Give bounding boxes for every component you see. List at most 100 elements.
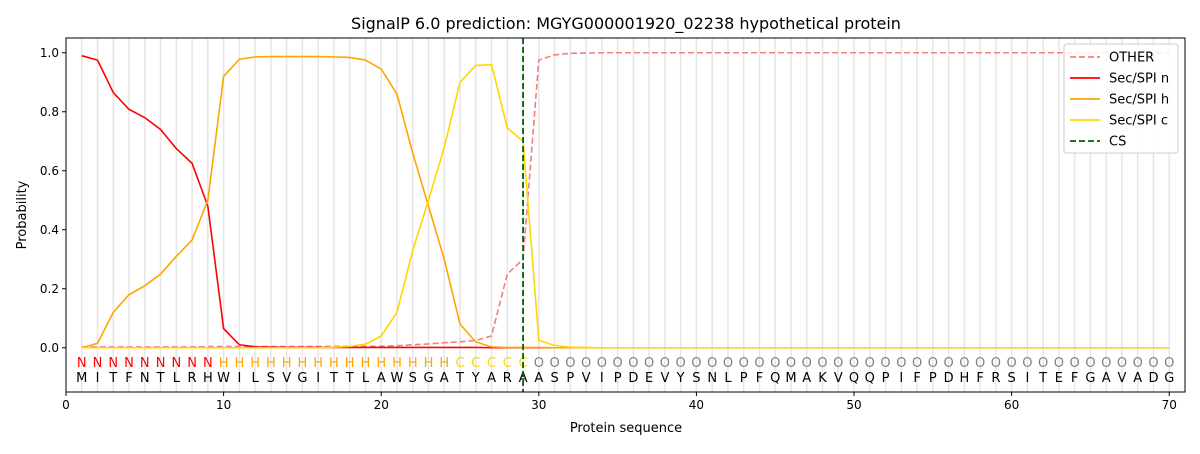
- residue-label: F: [125, 371, 132, 386]
- region-label: N: [124, 356, 134, 371]
- x-tick-label: 50: [846, 398, 861, 412]
- residue-label: W: [391, 371, 404, 386]
- residue-label: N: [707, 371, 717, 386]
- residue-label: S: [409, 371, 417, 386]
- grid-lines: [81, 38, 1170, 392]
- region-label: O: [723, 356, 733, 371]
- legend: OTHER Sec/SPI n Sec/SPI h Sec/SPI c CS: [1063, 43, 1179, 154]
- region-label: O: [912, 356, 922, 371]
- region-label: O: [581, 356, 591, 371]
- residue-label: T: [329, 371, 338, 386]
- region-label: O: [880, 356, 890, 371]
- region-label: H: [282, 356, 292, 371]
- region-label: N: [77, 356, 87, 371]
- residue-label: V: [660, 371, 669, 386]
- x-tick-label: 0: [62, 398, 70, 412]
- region-label: O: [660, 356, 670, 371]
- region-label: O: [896, 356, 906, 371]
- region-label: O: [1117, 356, 1127, 371]
- region-label: O: [770, 356, 780, 371]
- residue-label: T: [1038, 371, 1047, 386]
- region-label: H: [392, 356, 402, 371]
- y-tick-label: 0.8: [40, 105, 59, 119]
- residue-label: D: [944, 371, 954, 386]
- region-label: O: [549, 356, 559, 371]
- residue-label: I: [237, 371, 241, 386]
- region-label: H: [439, 356, 449, 371]
- residue-label: E: [1055, 371, 1063, 386]
- region-label: O: [975, 356, 985, 371]
- residue-label: T: [345, 371, 354, 386]
- plot-frame: [65, 37, 1186, 393]
- residue-label: Q: [865, 371, 875, 386]
- region-label: O: [959, 356, 969, 371]
- residue-label: P: [929, 371, 937, 386]
- region-label: O: [707, 356, 717, 371]
- residue-label: A: [534, 371, 543, 386]
- region-label: O: [833, 356, 843, 371]
- region-label: O: [1133, 356, 1143, 371]
- residue-label: A: [1133, 371, 1142, 386]
- residue-label: V: [1118, 371, 1127, 386]
- residue-label: A: [440, 371, 449, 386]
- region-labels: NNNNNNNNNHHHHHHHHHHHHHHHCCCCCOOOOOOOOOOO…: [77, 356, 1174, 371]
- residue-label: R: [503, 371, 512, 386]
- chart-title: SignalP 6.0 prediction: MGYG000001920_02…: [351, 14, 901, 34]
- residue-label: H: [959, 371, 969, 386]
- region-label: O: [786, 356, 796, 371]
- residue-label: Q: [849, 371, 859, 386]
- residue-label: P: [614, 371, 622, 386]
- region-label: H: [329, 356, 339, 371]
- x-tick-label: 10: [216, 398, 231, 412]
- residue-label: K: [818, 371, 827, 386]
- residue-label: P: [566, 371, 574, 386]
- region-label: O: [991, 356, 1001, 371]
- region-label: O: [676, 356, 686, 371]
- residue-label: F: [913, 371, 920, 386]
- region-label: O: [802, 356, 812, 371]
- region-label: O: [1022, 356, 1032, 371]
- region-label: H: [266, 356, 276, 371]
- x-tick-label: 60: [1004, 398, 1019, 412]
- x-tick-label: 40: [689, 398, 704, 412]
- residue-label: L: [252, 371, 260, 386]
- region-label: O: [1070, 356, 1080, 371]
- residue-label: Y: [676, 371, 685, 386]
- residue-label: G: [1164, 371, 1174, 386]
- region-label: O: [1038, 356, 1048, 371]
- residue-label: A: [377, 371, 386, 386]
- residue-label: V: [282, 371, 291, 386]
- residue-label: T: [156, 371, 165, 386]
- region-label: H: [361, 356, 371, 371]
- region-label: O: [628, 356, 638, 371]
- series-line-sec-spi-c: [81, 63, 1170, 349]
- region-label: H: [408, 356, 418, 371]
- residue-label: A: [519, 371, 528, 386]
- residue-label: N: [140, 371, 150, 386]
- region-label: O: [754, 356, 764, 371]
- residue-label: I: [96, 371, 100, 386]
- region-label: O: [1007, 356, 1017, 371]
- y-tick-label: 0.2: [40, 282, 59, 296]
- region-label: O: [1054, 356, 1064, 371]
- region-label: C: [455, 356, 464, 371]
- y-tick-label: 1.0: [40, 46, 59, 60]
- region-label: C: [503, 356, 512, 371]
- residue-label: L: [724, 371, 732, 386]
- residue-label: I: [600, 371, 604, 386]
- residue-label: E: [645, 371, 653, 386]
- residue-label: G: [1085, 371, 1095, 386]
- residue-label: I: [1025, 371, 1029, 386]
- region-label: N: [140, 356, 150, 371]
- region-label: O: [613, 356, 623, 371]
- legend-label: Sec/SPI n: [1109, 72, 1169, 87]
- region-label: N: [108, 356, 118, 371]
- region-label: O: [865, 356, 875, 371]
- region-label: C: [471, 356, 480, 371]
- region-label: O: [1148, 356, 1158, 371]
- region-label: N: [171, 356, 181, 371]
- region-label: H: [298, 356, 308, 371]
- residue-label: M: [785, 371, 796, 386]
